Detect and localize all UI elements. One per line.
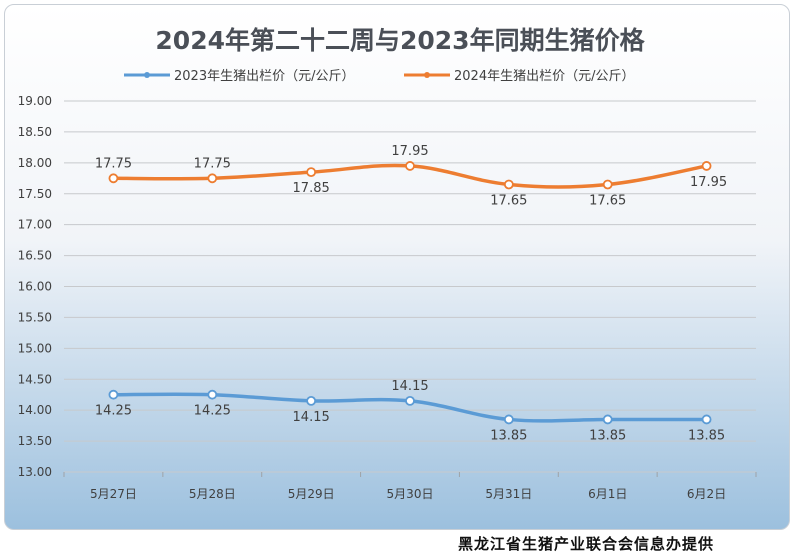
y-tick-label: 15.00 [18, 341, 52, 355]
data-label: 17.95 [690, 175, 727, 190]
data-label: 14.25 [194, 404, 231, 419]
y-tick-label: 18.50 [18, 125, 52, 139]
x-tick-label: 6月2日 [687, 487, 726, 501]
y-tick-label: 13.00 [18, 465, 52, 479]
data-point [306, 167, 317, 178]
data-point [701, 414, 712, 425]
price-line-chart: 2024年第二十二周与2023年同期生猪价格 2023年生猪出栏价（元/公斤） 20… [18, 26, 757, 501]
chart-panel [4, 4, 790, 530]
x-tick-label: 5月31日 [485, 487, 532, 501]
y-tick-label: 14.00 [18, 403, 52, 417]
data-label: 14.25 [95, 404, 132, 419]
data-label: 17.65 [589, 193, 626, 208]
data-point [405, 161, 415, 171]
y-tick-label: 16.00 [18, 280, 52, 294]
legend-marker-0 [144, 72, 150, 78]
data-label: 14.15 [293, 410, 330, 425]
y-tick-label: 14.50 [18, 372, 52, 386]
data-point [503, 179, 514, 190]
data-point [602, 414, 613, 425]
x-tick-label: 5月29日 [288, 487, 335, 501]
y-tick-label: 16.50 [18, 249, 52, 263]
data-point [207, 173, 218, 184]
data-label: 13.85 [490, 428, 527, 443]
source-credit: 黑龙江省生猪产业联合会信息办提供 [458, 535, 715, 553]
chart-title: 2024年第二十二周与2023年同期生猪价格 [155, 26, 645, 55]
data-label: 14.15 [391, 379, 428, 394]
data-label: 17.65 [490, 193, 527, 208]
x-tick-label: 5月27日 [90, 487, 137, 501]
data-point [306, 395, 317, 406]
y-tick-label: 17.50 [18, 187, 52, 201]
data-label: 17.95 [391, 144, 428, 159]
legend-label-1: 2024年生猪出栏价（元/公斤） [454, 69, 634, 84]
x-tick-label: 6月1日 [588, 487, 627, 501]
y-tick-label: 15.50 [18, 310, 52, 324]
data-point [108, 389, 119, 400]
data-label: 13.85 [688, 428, 725, 443]
y-tick-label: 19.00 [18, 94, 52, 108]
y-tick-label: 13.50 [18, 434, 52, 448]
x-tick-label: 5月30日 [387, 487, 434, 501]
data-point [207, 389, 218, 400]
data-point [701, 161, 712, 171]
data-label: 13.85 [589, 428, 626, 443]
data-point [503, 414, 514, 425]
data-label: 17.85 [293, 181, 330, 196]
y-tick-label: 18.00 [18, 156, 52, 170]
data-point [602, 179, 613, 190]
legend-label-0: 2023年生猪出栏价（元/公斤） [174, 69, 354, 84]
y-tick-label: 17.00 [18, 218, 52, 232]
data-label: 17.75 [194, 156, 231, 171]
data-label: 17.75 [95, 156, 132, 171]
data-point [405, 395, 415, 406]
legend-marker-1 [424, 72, 430, 78]
data-point [108, 173, 119, 184]
x-tick-label: 5月28日 [189, 487, 236, 501]
